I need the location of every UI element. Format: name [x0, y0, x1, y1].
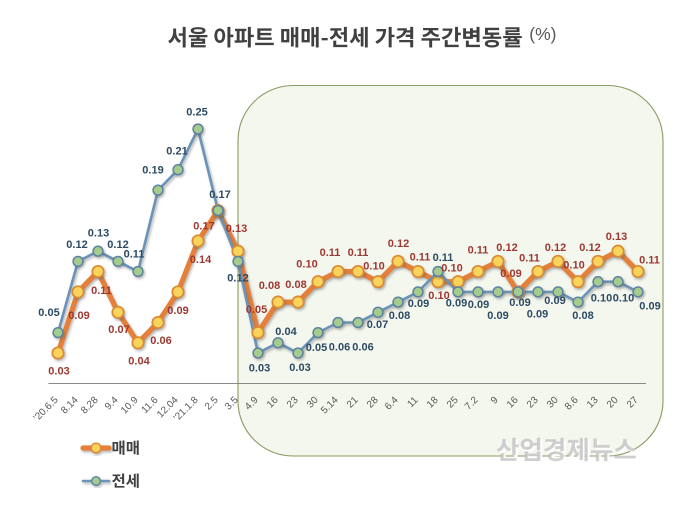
svg-text:0.05: 0.05 — [38, 307, 59, 319]
svg-text:0.08: 0.08 — [572, 310, 593, 322]
svg-text:0.03: 0.03 — [289, 362, 310, 374]
svg-text:0.03: 0.03 — [48, 365, 69, 377]
svg-text:0.05: 0.05 — [306, 342, 327, 354]
svg-text:0.17: 0.17 — [193, 220, 214, 232]
svg-text:0.11: 0.11 — [320, 247, 341, 259]
svg-text:(%): (%) — [529, 24, 556, 44]
svg-text:0.09: 0.09 — [544, 295, 565, 307]
svg-text:0.10: 0.10 — [563, 259, 584, 271]
svg-text:0.09: 0.09 — [408, 298, 429, 310]
svg-text:0.09: 0.09 — [167, 305, 188, 317]
svg-text:0.12: 0.12 — [388, 238, 409, 250]
svg-text:0.08: 0.08 — [389, 310, 410, 322]
svg-text:0.07: 0.07 — [367, 319, 388, 331]
svg-text:0.04: 0.04 — [275, 326, 297, 338]
svg-text:0.13: 0.13 — [226, 223, 247, 235]
svg-text:0.09: 0.09 — [500, 268, 521, 280]
svg-text:0.12: 0.12 — [545, 242, 566, 254]
svg-text:0.10: 0.10 — [613, 292, 634, 304]
svg-text:0.11: 0.11 — [433, 252, 454, 264]
svg-text:0.05: 0.05 — [246, 304, 267, 316]
svg-text:0.12: 0.12 — [579, 242, 600, 254]
svg-text:0.09: 0.09 — [509, 297, 530, 309]
svg-text:0.19: 0.19 — [142, 164, 163, 176]
svg-text:0.11: 0.11 — [639, 254, 660, 266]
svg-text:0.13: 0.13 — [606, 231, 627, 243]
svg-text:0.09: 0.09 — [68, 310, 89, 322]
svg-text:0.09: 0.09 — [487, 310, 508, 322]
svg-text:0.09: 0.09 — [527, 308, 548, 320]
svg-text:0.10: 0.10 — [591, 292, 612, 304]
svg-text:0.04: 0.04 — [128, 355, 150, 367]
svg-text:0.10: 0.10 — [441, 262, 462, 274]
svg-text:0.21: 0.21 — [166, 145, 187, 157]
svg-text:0.10: 0.10 — [428, 290, 449, 302]
svg-text:0.12: 0.12 — [227, 272, 248, 284]
svg-text:0.11: 0.11 — [468, 244, 489, 256]
svg-text:0.07: 0.07 — [108, 324, 129, 336]
svg-text:0.12: 0.12 — [107, 239, 128, 251]
svg-text:0.12: 0.12 — [66, 239, 87, 251]
svg-text:0.06: 0.06 — [329, 341, 350, 353]
svg-text:0.08: 0.08 — [285, 279, 306, 291]
svg-text:0.14: 0.14 — [190, 254, 212, 266]
svg-text:0.11: 0.11 — [348, 247, 369, 259]
svg-text:0.11: 0.11 — [519, 252, 540, 264]
svg-text:0.12: 0.12 — [496, 242, 517, 254]
svg-text:0.10: 0.10 — [363, 260, 384, 272]
svg-text:0.08: 0.08 — [259, 280, 280, 292]
svg-text:0.06: 0.06 — [352, 341, 373, 353]
svg-text:0.11: 0.11 — [410, 251, 431, 263]
svg-text:0.09: 0.09 — [639, 300, 660, 312]
svg-text:0.09: 0.09 — [468, 299, 489, 311]
svg-text:0.06: 0.06 — [150, 335, 171, 347]
svg-text:0.17: 0.17 — [209, 189, 230, 201]
svg-text:0.09: 0.09 — [446, 297, 467, 309]
svg-text:0.25: 0.25 — [186, 106, 207, 118]
svg-text:0.11: 0.11 — [91, 285, 112, 297]
svg-text:0.03: 0.03 — [249, 362, 270, 374]
svg-text:0.10: 0.10 — [296, 258, 317, 270]
svg-text:0.13: 0.13 — [88, 227, 109, 239]
svg-text:0.11: 0.11 — [124, 248, 145, 260]
